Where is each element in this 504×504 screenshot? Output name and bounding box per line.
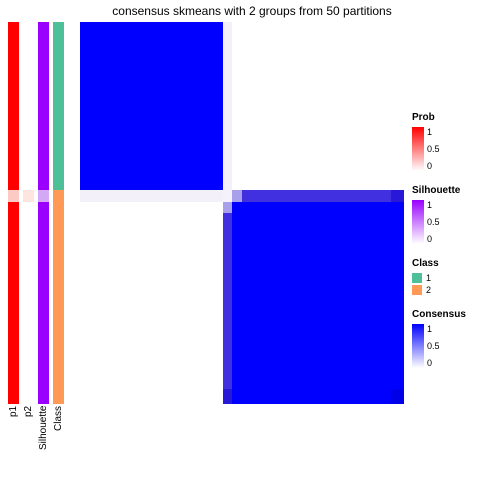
heatmap-cell	[223, 213, 233, 389]
legend-tick: 0.5	[427, 144, 440, 154]
class-label: 2	[426, 285, 431, 295]
legend-silhouette: Silhouette 10.50	[412, 185, 498, 244]
consensus-heatmap	[80, 22, 404, 404]
heatmap-cell	[80, 389, 223, 404]
legend-class-title: Class	[412, 258, 498, 269]
legend-consensus: Consensus 10.50	[412, 309, 498, 368]
annot-segment	[23, 202, 34, 404]
legend-silhouette-gradient	[412, 200, 424, 244]
annot-label-class: Class	[53, 406, 64, 486]
annot-segment	[8, 190, 19, 201]
heatmap-cell	[232, 22, 404, 190]
legend-class-items: 12	[412, 273, 498, 295]
legend-consensus-title: Consensus	[412, 309, 498, 320]
annot-track-silhouette	[38, 22, 49, 404]
legend-class-item: 1	[412, 273, 498, 283]
legend-prob: Prob 10.50	[412, 112, 498, 171]
annot-segment	[8, 22, 19, 190]
legend-tick: 0.5	[427, 217, 440, 227]
heatmap-cell	[80, 22, 223, 190]
annot-label-p1: p1	[8, 406, 19, 486]
heatmap-cell	[232, 202, 404, 213]
heatmap-cell	[232, 190, 242, 201]
annot-segment	[53, 22, 64, 190]
annot-label-p2: p2	[23, 406, 34, 486]
annot-segment	[38, 22, 49, 190]
annotation-bars	[8, 22, 64, 404]
heatmap-cell	[223, 389, 233, 404]
legend-tick: 1	[427, 200, 440, 210]
legend-tick: 1	[427, 127, 440, 137]
legend-class: Class 12	[412, 258, 498, 295]
annot-track-class	[53, 22, 64, 404]
annot-track-p1	[8, 22, 19, 404]
heatmap-cell	[223, 190, 233, 201]
heatmap-cell	[80, 190, 223, 201]
legend-prob-ticks: 10.50	[427, 127, 440, 171]
legend-tick: 1	[427, 324, 440, 334]
heatmap-cell	[223, 202, 233, 213]
legend-consensus-gradient	[412, 324, 424, 368]
heatmap-cell	[242, 190, 391, 201]
chart-title: consensus skmeans with 2 groups from 50 …	[0, 4, 504, 18]
heatmap-row	[80, 213, 404, 389]
annot-segment	[38, 202, 49, 404]
heatmap-cell	[391, 389, 404, 404]
heatmap-cell	[80, 202, 223, 213]
heatmap-cell	[223, 22, 233, 190]
heatmap-row	[80, 202, 404, 213]
annot-segment	[8, 202, 19, 404]
annotation-labels: p1p2 Silhouette Class	[8, 406, 64, 486]
annot-segment	[23, 190, 34, 201]
legend-prob-gradient	[412, 127, 424, 171]
annot-segment	[53, 190, 64, 404]
heatmap-cell	[232, 213, 404, 389]
class-swatch	[412, 273, 422, 283]
annot-segment	[38, 190, 49, 201]
annot-label-silhouette: Silhouette	[38, 406, 49, 486]
legend-consensus-ticks: 10.50	[427, 324, 440, 368]
heatmap-row	[80, 389, 404, 404]
legend-class-item: 2	[412, 285, 498, 295]
legend-tick: 0.5	[427, 341, 440, 351]
heatmap-cell	[80, 213, 223, 389]
class-label: 1	[426, 273, 431, 283]
heatmap-cell	[232, 389, 391, 404]
annot-segment	[23, 22, 34, 190]
legend-silhouette-title: Silhouette	[412, 185, 498, 196]
legend-tick: 0	[427, 358, 440, 368]
class-swatch	[412, 285, 422, 295]
legend-tick: 0	[427, 234, 440, 244]
legend-tick: 0	[427, 161, 440, 171]
annot-track-p2	[23, 22, 34, 404]
legend-silhouette-ticks: 10.50	[427, 200, 440, 244]
heatmap-cell	[391, 190, 404, 201]
legend-prob-title: Prob	[412, 112, 498, 123]
heatmap-row	[80, 190, 404, 201]
heatmap-row	[80, 22, 404, 190]
legends-panel: Prob 10.50 Silhouette 10.50 Class 12 Con…	[412, 112, 498, 382]
